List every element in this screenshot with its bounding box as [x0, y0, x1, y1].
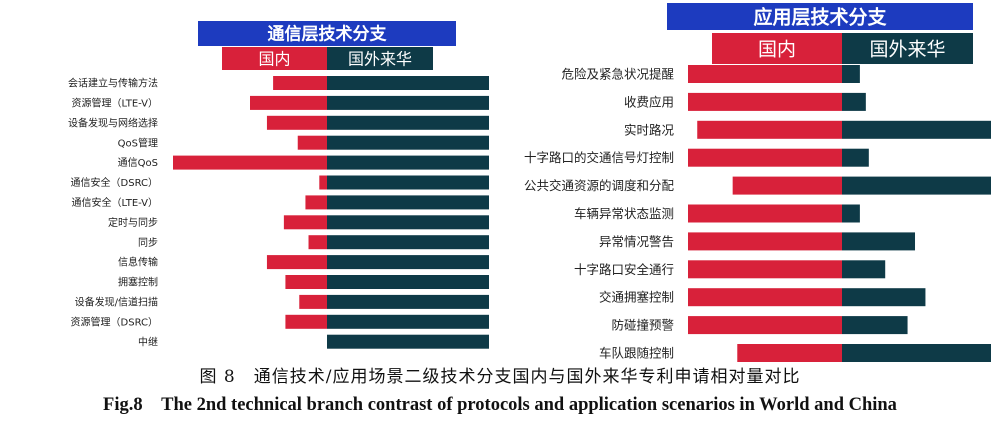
app-bar-foreign-3 — [842, 120, 991, 139]
comm-category-label-1: 会话建立与传输方法 — [68, 77, 158, 90]
comm-bar-domestic-6 — [319, 175, 327, 190]
figure-caption-english: Fig.8 The 2nd technical branch contrast … — [103, 395, 897, 415]
comm-bar-domestic-8 — [283, 215, 327, 230]
app-bar-foreign-5 — [842, 176, 991, 195]
comm-bar-foreign-14 — [327, 334, 489, 349]
comm-category-label-12: 设备发现/信道扫描 — [75, 296, 158, 309]
app-title-banner — [667, 3, 973, 30]
comm-bar-domestic-11 — [285, 275, 327, 289]
app-bar-domestic-11 — [737, 344, 842, 362]
comm-category-label-8: 定时与同步 — [108, 216, 158, 229]
comm-bar-foreign-12 — [327, 294, 489, 309]
comm-bar-domestic-7 — [305, 195, 327, 210]
comm-title-banner — [198, 21, 456, 46]
app-bar-foreign-9 — [842, 288, 926, 307]
app-category-label-5: 公共交通资源的调度和分配 — [524, 178, 675, 193]
app-bar-foreign-11 — [842, 344, 991, 362]
app-category-label-4: 十字路口的交通信号灯控制 — [524, 150, 674, 165]
comm-category-label-10: 信息传输 — [118, 256, 158, 269]
app-legend-foreign-block — [842, 33, 973, 64]
app-category-label-8: 十字路口安全通行 — [574, 262, 674, 277]
app-bar-domestic-3 — [697, 120, 842, 139]
app-bar-domestic-2 — [688, 92, 842, 111]
comm-bar-domestic-10 — [266, 255, 327, 270]
app-bar-domestic-8 — [688, 260, 842, 279]
app-category-label-3: 实时路况 — [624, 122, 675, 137]
app-bar-domestic-4 — [688, 148, 842, 167]
comm-category-label-4: QoS管理 — [118, 136, 158, 149]
comm-bar-domestic-5 — [173, 155, 327, 170]
comm-legend-domestic-label: 国内 — [258, 49, 290, 68]
comm-category-label-13: 资源管理（DSRC） — [71, 315, 158, 328]
comm-bar-domestic-12 — [299, 294, 327, 309]
app-category-label-11: 车队跟随控制 — [599, 346, 674, 361]
app-bar-foreign-1 — [842, 65, 860, 83]
figure-caption-chinese: 图 8 通信技术/应用场景二级技术分支国内与国外来华专利申请相对量对比 — [199, 367, 801, 387]
comm-bar-domestic-4 — [297, 135, 327, 150]
comm-bar-foreign-3 — [327, 115, 489, 130]
app-bar-domestic-5 — [732, 176, 842, 195]
comm-bar-foreign-6 — [327, 175, 489, 190]
comm-category-label-14: 中继 — [138, 335, 158, 348]
app-bar-domestic-7 — [688, 232, 842, 251]
comm-title: 通信层技术分支 — [268, 24, 388, 45]
app-bar-foreign-8 — [842, 260, 886, 279]
comm-bar-foreign-4 — [327, 135, 489, 150]
comm-bar-foreign-1 — [327, 76, 489, 90]
comm-bar-foreign-11 — [327, 275, 489, 289]
comm-legend-domestic-block — [222, 47, 327, 70]
app-bar-domestic-1 — [688, 65, 842, 83]
comm-bar-foreign-10 — [327, 255, 489, 270]
comm-bar-domestic-1 — [273, 76, 327, 90]
app-bar-foreign-4 — [842, 148, 869, 167]
comm-bar-foreign-7 — [327, 195, 489, 210]
comm-category-label-3: 设备发现与网络选择 — [68, 116, 158, 129]
app-category-label-7: 异常情况警告 — [599, 234, 674, 249]
comm-bar-foreign-13 — [327, 314, 489, 329]
comm-category-label-9: 同步 — [138, 237, 158, 249]
comm-bar-domestic-2 — [250, 95, 327, 110]
app-legend-domestic-block — [712, 33, 842, 64]
app-category-label-9: 交通拥塞控制 — [599, 290, 674, 305]
comm-bar-domestic-9 — [308, 235, 327, 250]
comm-category-label-7: 通信安全（LTE-V） — [72, 196, 158, 209]
comm-bar-domestic-13 — [285, 314, 327, 329]
app-legend-domestic-label: 国内 — [758, 38, 796, 60]
app-bar-domestic-10 — [688, 316, 842, 335]
comm-bar-foreign-8 — [327, 215, 489, 230]
comm-legend-foreign-label: 国外来华 — [348, 49, 412, 68]
app-legend-foreign-label: 国外来华 — [869, 38, 945, 60]
comm-bar-foreign-2 — [327, 95, 489, 110]
comm-category-label-2: 资源管理（LTE-V） — [72, 97, 158, 110]
app-bar-foreign-10 — [842, 316, 908, 335]
comm-legend-foreign-block — [327, 47, 433, 70]
app-bar-domestic-9 — [688, 288, 842, 307]
app-bar-domestic-6 — [688, 204, 842, 223]
comm-category-label-11: 拥塞控制 — [118, 276, 158, 289]
app-category-label-2: 收费应用 — [624, 94, 674, 109]
app-title: 应用层技术分支 — [753, 5, 887, 28]
app-category-label-1: 危险及紧急状况提醒 — [561, 67, 674, 82]
comm-category-label-5: 通信QoS — [118, 157, 158, 169]
comm-category-label-6: 通信安全（DSRC） — [71, 176, 158, 189]
app-bar-foreign-7 — [842, 232, 916, 251]
comm-bar-foreign-9 — [327, 235, 489, 250]
app-bar-foreign-6 — [842, 204, 860, 223]
comm-bar-domestic-3 — [266, 115, 327, 130]
app-bar-foreign-2 — [842, 92, 866, 111]
comm-bar-foreign-5 — [327, 155, 489, 170]
app-category-label-10: 防碰撞预警 — [611, 318, 674, 333]
app-category-label-6: 车辆异常状态监测 — [574, 206, 674, 221]
